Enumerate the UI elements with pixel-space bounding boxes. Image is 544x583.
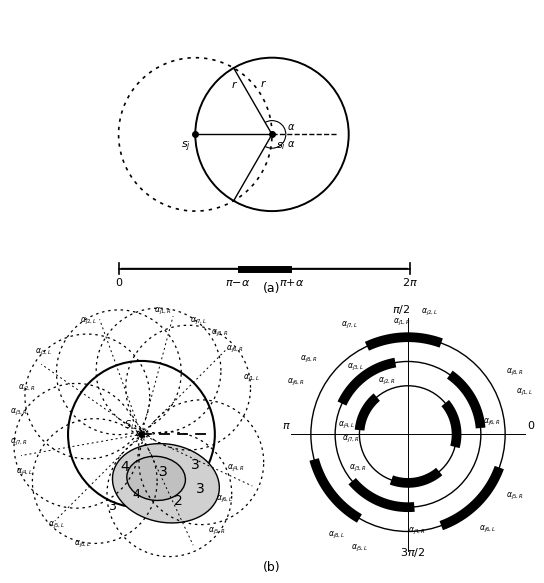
Text: $\alpha_{j3,L}$: $\alpha_{j3,L}$ bbox=[347, 362, 364, 373]
Text: 2: 2 bbox=[174, 494, 183, 508]
Text: $3\pi/2$: $3\pi/2$ bbox=[400, 546, 425, 559]
Text: $\alpha_{j2,L}$: $\alpha_{j2,L}$ bbox=[80, 316, 97, 327]
Text: r: r bbox=[261, 79, 265, 89]
Text: $\alpha_{j6,R}$: $\alpha_{j6,R}$ bbox=[483, 417, 501, 428]
Text: (a): (a) bbox=[263, 282, 281, 294]
Text: 0: 0 bbox=[527, 422, 534, 431]
Text: $\alpha_{j4,L}$: $\alpha_{j4,L}$ bbox=[338, 420, 355, 431]
Text: 3: 3 bbox=[159, 465, 168, 479]
Text: $S_i$: $S_i$ bbox=[125, 419, 134, 432]
Text: $\alpha_{j7,R}$: $\alpha_{j7,R}$ bbox=[9, 437, 27, 448]
Text: $\alpha_{j3,R}$: $\alpha_{j3,R}$ bbox=[10, 407, 28, 418]
Text: $\alpha_{j3,R}$: $\alpha_{j3,R}$ bbox=[349, 463, 367, 474]
Text: $\alpha_{j5,R}$: $\alpha_{j5,R}$ bbox=[506, 491, 524, 502]
Text: 0: 0 bbox=[115, 278, 122, 287]
Text: $\alpha$: $\alpha$ bbox=[287, 122, 295, 132]
Text: $\alpha_{j6,L}$: $\alpha_{j6,L}$ bbox=[479, 524, 496, 535]
Text: r: r bbox=[231, 80, 236, 90]
Text: 3: 3 bbox=[196, 482, 205, 496]
Text: $\pi$: $\pi$ bbox=[282, 422, 290, 431]
Text: $s_i$: $s_i$ bbox=[276, 140, 286, 152]
Text: $\alpha_{j5,L}$: $\alpha_{j5,L}$ bbox=[48, 520, 65, 531]
Text: $\alpha_{j7,R}$: $\alpha_{j7,R}$ bbox=[342, 434, 360, 445]
Text: $2\pi$: $2\pi$ bbox=[402, 276, 418, 287]
Text: $\alpha_{j2,L}$: $\alpha_{j2,L}$ bbox=[421, 307, 438, 318]
Text: $\alpha_{j6,R}$: $\alpha_{j6,R}$ bbox=[287, 377, 305, 388]
Text: $\alpha_{j2,R}$: $\alpha_{j2,R}$ bbox=[378, 375, 395, 387]
Text: $\alpha$: $\alpha$ bbox=[287, 139, 295, 149]
Text: $\alpha_{j5,L}$: $\alpha_{j5,L}$ bbox=[351, 543, 368, 554]
Text: 4: 4 bbox=[120, 460, 129, 474]
Text: $\alpha_{j7,L}$: $\alpha_{j7,L}$ bbox=[190, 317, 207, 328]
Text: $\alpha_{j8,R}$: $\alpha_{j8,R}$ bbox=[300, 354, 318, 366]
Text: 3: 3 bbox=[108, 500, 116, 513]
Ellipse shape bbox=[113, 444, 219, 523]
Text: $s_j$: $s_j$ bbox=[181, 139, 191, 154]
Text: $\alpha_{j1,L}$: $\alpha_{j1,L}$ bbox=[516, 387, 533, 398]
Text: $\pi{+}\alpha$: $\pi{+}\alpha$ bbox=[279, 276, 304, 287]
Text: $\alpha_{j2,R}$: $\alpha_{j2,R}$ bbox=[18, 382, 36, 394]
Text: $\alpha_{j4,R}$: $\alpha_{j4,R}$ bbox=[227, 463, 245, 474]
Text: $\alpha_{j6,R}$: $\alpha_{j6,R}$ bbox=[226, 345, 244, 356]
Text: 4: 4 bbox=[133, 488, 140, 501]
Text: $\alpha_{j3,L}$: $\alpha_{j3,L}$ bbox=[35, 347, 53, 358]
Text: $\alpha_{j7,L}$: $\alpha_{j7,L}$ bbox=[341, 319, 358, 331]
Text: $\alpha_{j8,R}$: $\alpha_{j8,R}$ bbox=[506, 367, 524, 378]
Text: $\alpha_{j4,L}$: $\alpha_{j4,L}$ bbox=[16, 467, 33, 478]
Text: $\alpha_{j8,R}$: $\alpha_{j8,R}$ bbox=[212, 328, 230, 339]
Text: $\alpha_{j1,L}$: $\alpha_{j1,L}$ bbox=[243, 373, 260, 384]
Text: $\alpha_{j1,R}$: $\alpha_{j1,R}$ bbox=[154, 306, 172, 317]
Text: (b): (b) bbox=[263, 561, 281, 574]
Text: $\pi/2$: $\pi/2$ bbox=[392, 303, 410, 316]
Text: $\pi{-}\alpha$: $\pi{-}\alpha$ bbox=[225, 278, 250, 287]
Text: $\alpha_{j8,L}$: $\alpha_{j8,L}$ bbox=[328, 531, 345, 542]
Text: $\alpha_{j4,R}$: $\alpha_{j4,R}$ bbox=[407, 525, 425, 537]
Text: $\alpha_{j5,R}$: $\alpha_{j5,R}$ bbox=[208, 526, 226, 537]
Text: $\alpha_{j8,L}$: $\alpha_{j8,L}$ bbox=[74, 539, 91, 550]
Text: $\alpha_{j6,L}$: $\alpha_{j6,L}$ bbox=[215, 494, 233, 505]
Ellipse shape bbox=[127, 456, 186, 500]
Text: 3: 3 bbox=[191, 458, 200, 472]
Text: $\alpha_{j1,R}$: $\alpha_{j1,R}$ bbox=[393, 317, 411, 328]
